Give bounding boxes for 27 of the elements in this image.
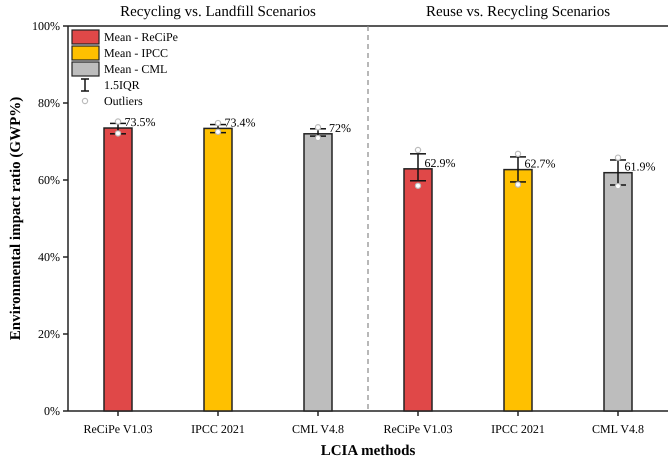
chart-title: Recycling vs. Landfill Scenarios (120, 4, 316, 20)
data-label: 72% (329, 120, 351, 135)
chart-title: Reuse vs. Recycling Scenarios (426, 4, 610, 20)
data-label: 73.5% (124, 115, 156, 130)
y-tick-label: 80% (38, 96, 60, 110)
legend-label: Mean - ReCiPe (104, 30, 178, 44)
y-tick-label: 60% (38, 173, 60, 187)
x-tick-label: ReCiPe V1.03 (83, 422, 153, 436)
legend-label: Mean - IPCC (104, 46, 168, 60)
x-tick-label: IPCC 2021 (191, 422, 245, 436)
legend-label: Mean - CML (104, 62, 168, 76)
y-axis-title: Environmental impact ratio (GWP%) (8, 96, 24, 340)
x-tick-label: CML V4.8 (592, 422, 644, 436)
data-label: 61.9% (624, 160, 656, 174)
x-axis-title: LCIA methods (320, 443, 416, 459)
x-tick-label: IPCC 2021 (491, 422, 545, 436)
annotation: 1.5IQR (104, 78, 140, 92)
y-tick-label: 100% (32, 19, 60, 33)
x-tick-label: CML V4.8 (292, 422, 344, 436)
data-label: 62.9% (424, 156, 456, 170)
data-label: 62.7% (524, 156, 556, 171)
data-label: 73.4% (224, 115, 256, 130)
y-tick-label: 20% (38, 327, 60, 341)
legend-label: Outliers (104, 94, 143, 108)
y-tick-label: 40% (38, 250, 60, 264)
y-tick-label: 0% (44, 404, 60, 418)
x-tick-label: ReCiPe V1.03 (383, 422, 453, 436)
